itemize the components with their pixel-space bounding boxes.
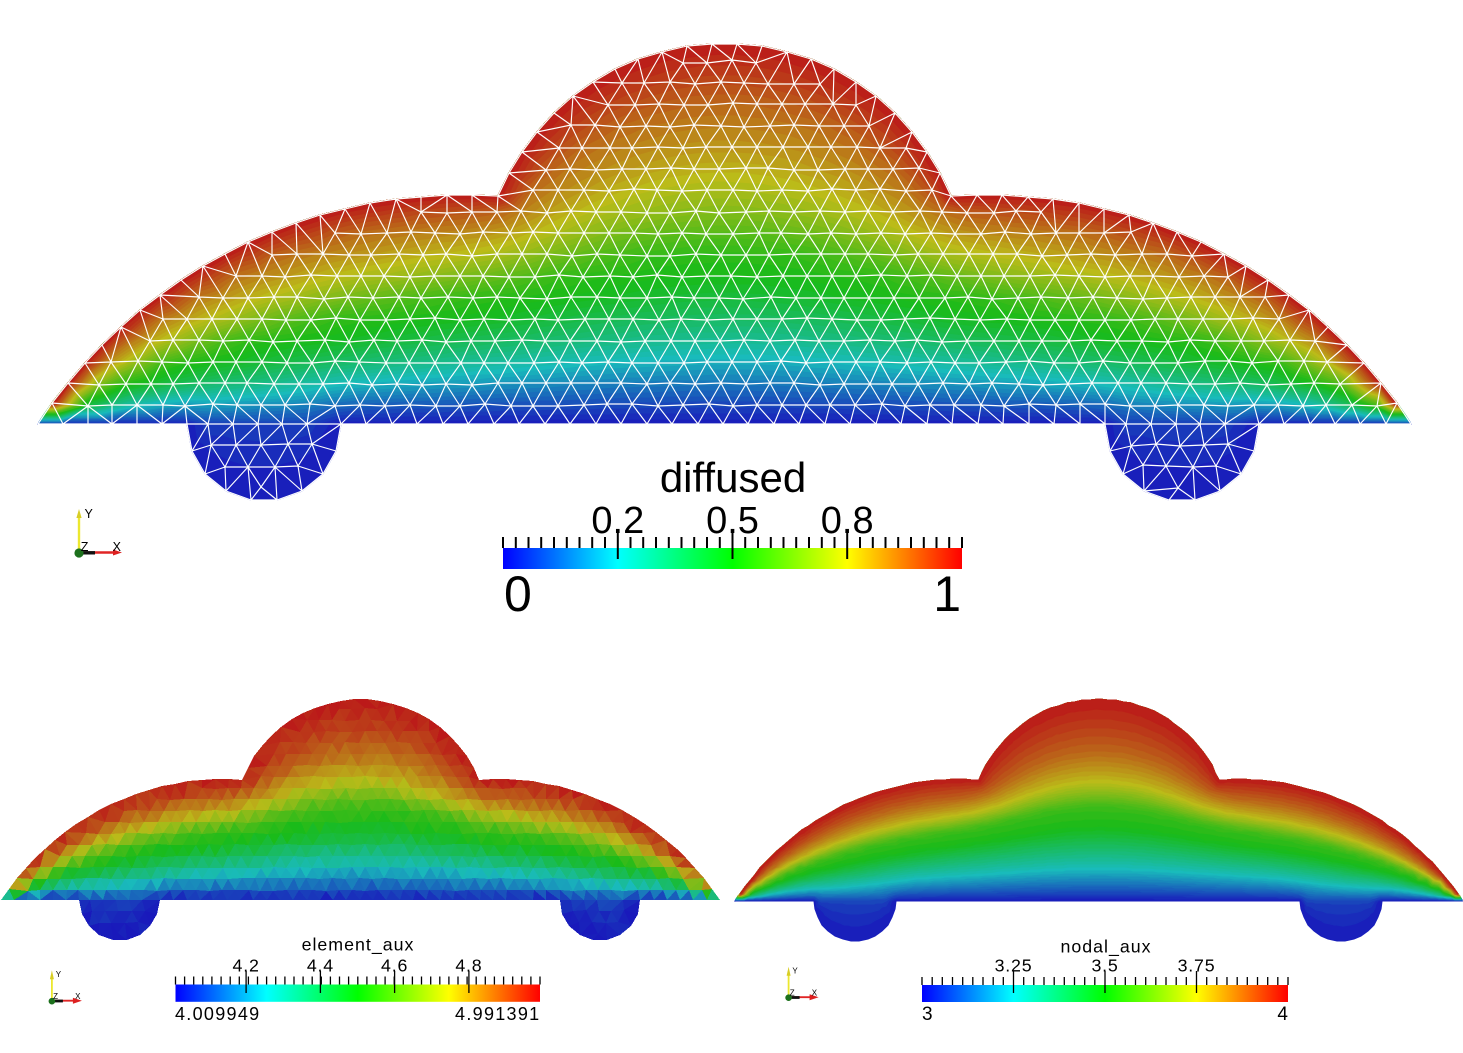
svg-text:4.009949: 4.009949: [175, 1004, 260, 1024]
svg-text:Z: Z: [53, 992, 58, 1001]
svg-text:X: X: [113, 540, 122, 554]
svg-text:diffused: diffused: [660, 454, 806, 501]
svg-text:4.2: 4.2: [233, 956, 260, 976]
svg-text:Y: Y: [792, 967, 798, 976]
svg-text:element_aux: element_aux: [302, 935, 415, 956]
svg-text:3.25: 3.25: [995, 956, 1033, 976]
svg-text:4.991391: 4.991391: [455, 1004, 540, 1024]
svg-text:Z: Z: [81, 540, 89, 554]
svg-text:X: X: [812, 989, 818, 998]
svg-text:X: X: [75, 992, 81, 1001]
svg-text:1: 1: [933, 566, 961, 622]
svg-text:Y: Y: [85, 507, 94, 521]
svg-text:Z: Z: [790, 989, 795, 998]
svg-text:4.4: 4.4: [307, 956, 334, 976]
svg-text:3.5: 3.5: [1091, 956, 1118, 976]
svg-text:0.8: 0.8: [821, 500, 874, 542]
svg-text:Y: Y: [56, 970, 62, 979]
svg-text:0: 0: [504, 566, 532, 622]
svg-text:4: 4: [1277, 1004, 1288, 1025]
svg-text:0.2: 0.2: [591, 500, 644, 542]
svg-text:nodal_aux: nodal_aux: [1060, 937, 1151, 958]
svg-text:3: 3: [922, 1004, 933, 1025]
svg-text:4.6: 4.6: [381, 956, 408, 976]
svg-text:4.8: 4.8: [455, 956, 482, 976]
svg-text:3.75: 3.75: [1178, 956, 1216, 976]
svg-text:0.5: 0.5: [706, 500, 759, 542]
